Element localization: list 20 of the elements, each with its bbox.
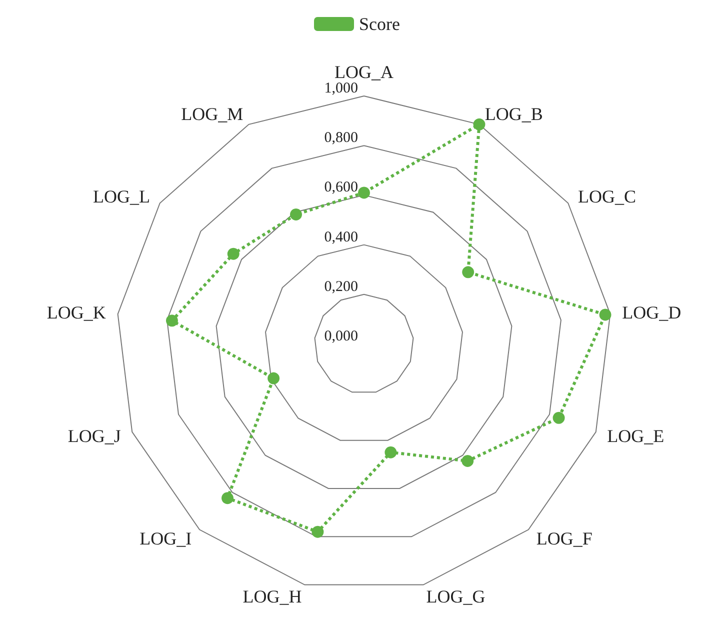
- y-tick-label: 0,600: [324, 180, 358, 196]
- spoke-label: LOG_G: [426, 586, 486, 606]
- spoke-label: LOG_C: [578, 186, 636, 206]
- spoke-label: LOG_J: [68, 426, 121, 446]
- y-tick-label: 0,400: [324, 229, 358, 246]
- y-tick-label: 0,800: [324, 130, 358, 146]
- spoke-label: LOG_A: [334, 62, 394, 82]
- spoke-label: LOG_H: [242, 586, 302, 606]
- spoke-label: LOG_E: [607, 426, 664, 446]
- y-tick-label: 0,200: [324, 278, 358, 295]
- spoke-label: LOG_K: [46, 302, 106, 323]
- legend-label: Score: [359, 14, 400, 34]
- spoke-label: LOG_D: [622, 302, 682, 323]
- spoke-label: LOG_I: [140, 528, 192, 549]
- spoke-label: LOG_B: [484, 104, 543, 124]
- spoke-label: LOG_F: [536, 528, 592, 549]
- spoke-label: LOG_M: [181, 104, 244, 124]
- y-tick-label: 0,000: [324, 328, 358, 344]
- y-tick-label: 1,000: [324, 80, 358, 96]
- spoke-label: LOG_L: [93, 186, 150, 206]
